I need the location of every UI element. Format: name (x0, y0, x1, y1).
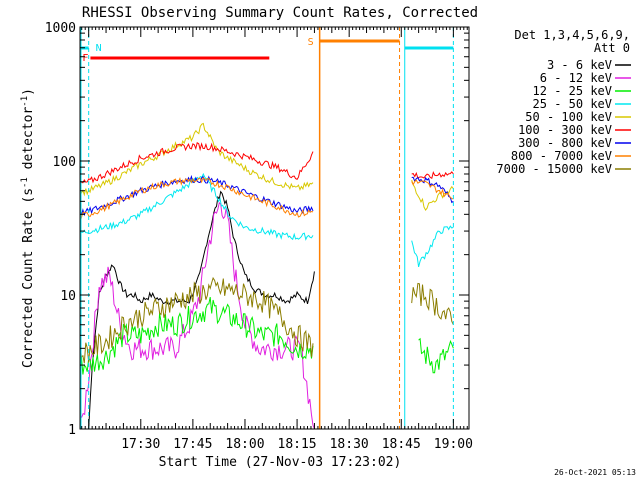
legend-header-1: Det 1,3,4,5,6,9, (514, 28, 630, 42)
y-axis-label-sup1: -1 (20, 177, 30, 188)
annotation-S: S (308, 37, 314, 48)
y-tick-label-1: 10 (60, 289, 76, 304)
x-tick-label-3: 18:15 (278, 437, 317, 452)
series-line-3_6keV (88, 190, 315, 430)
series-line-50_100keV (79, 122, 454, 212)
series-line-6_12keV (79, 201, 315, 430)
legend-label-2: 12 - 25 keV (533, 84, 612, 98)
plot-area: NF S (79, 27, 454, 430)
legend-header-2: Att 0 (594, 41, 630, 55)
x-axis: 17:30 17:45 18:00 18:15 18:30 18:45 19:00 (81, 27, 473, 452)
annotation-N: N (96, 43, 102, 54)
y-axis-label-end: ) (21, 88, 36, 96)
x-tick-label-4: 18:30 (330, 437, 369, 452)
legend-label-7: 800 - 7000 keV (511, 149, 612, 163)
plot-frame (79, 26, 470, 430)
x-tick-label-6: 19:00 (434, 437, 473, 452)
chart-title: RHESSI Observing Summary Count Rates, Co… (82, 5, 478, 21)
legend-label-0: 3 - 6 keV (547, 58, 612, 72)
y-tick-label-2: 100 (53, 155, 76, 170)
legend-label-1: 6 - 12 keV (540, 71, 612, 85)
series-line-100_300keV (79, 142, 454, 193)
legend-label-6: 300 - 800 keV (518, 136, 612, 150)
x-tick-label-5: 18:45 (382, 437, 421, 452)
legend-label-8: 7000 - 15000 keV (496, 162, 612, 176)
y-axis-label-mid: detector (21, 107, 36, 178)
y-axis-label-main: Corrected Count Rate (s (21, 188, 36, 368)
series-line-7000_15000keV (79, 276, 454, 369)
y-axis-label-sup2: -1 (20, 96, 30, 107)
legend-label-5: 100 - 300 keV (518, 123, 612, 137)
y-tick-label-3: 1000 (45, 21, 76, 36)
x-tick-label-2: 18:00 (225, 437, 264, 452)
x-tick-label-0: 17:30 (121, 437, 160, 452)
y-axis-label: Corrected Count Rate (s-1 detector-1) (20, 88, 36, 368)
y-tick-label-0: 1 (68, 423, 76, 438)
footer-timestamp: 26-Oct-2021 05:13 (554, 468, 636, 477)
series-line-25_50keV (79, 172, 454, 268)
x-tick-label-1: 17:45 (173, 437, 212, 452)
series-line-12_25keV (79, 297, 454, 377)
legend-label-4: 50 - 100 keV (525, 110, 612, 124)
series-line-300_800keV (79, 174, 454, 222)
y-axis: 1 10 100 1000 (45, 21, 469, 438)
legend-label-3: 25 - 50 keV (533, 97, 612, 111)
annotation-F: F (82, 53, 88, 64)
x-axis-label: Start Time (27-Nov-03 17:23:02) (159, 455, 402, 470)
